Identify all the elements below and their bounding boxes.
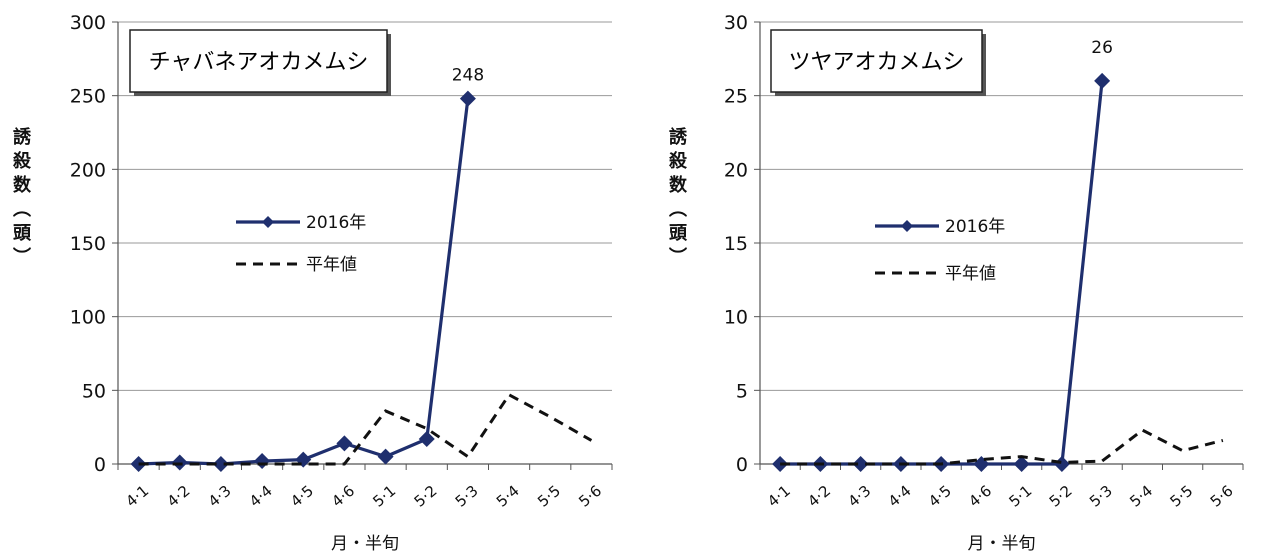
x-tick-label: 5·6 bbox=[575, 482, 605, 511]
x-tick-label: 5·5 bbox=[1166, 482, 1196, 511]
x-tick-label: 4·2 bbox=[804, 482, 834, 511]
y-axis-label: 誘殺数︵頭︶ bbox=[12, 126, 32, 268]
y-tick-label: 200 bbox=[70, 159, 106, 181]
y-tick-label: 10 bbox=[724, 307, 748, 329]
data-point bbox=[212, 456, 229, 472]
x-tick-label: 4·6 bbox=[965, 482, 995, 511]
title-box bbox=[770, 29, 983, 93]
x-tick-label: 5·5 bbox=[534, 482, 564, 511]
series-line-2 bbox=[138, 392, 593, 466]
x-tick-label: 5·3 bbox=[452, 482, 482, 511]
chart-title: チャバネアオカメムシ bbox=[149, 50, 369, 75]
chart-title: ツヤアオカメムシ bbox=[788, 50, 964, 75]
chart-2: 0 5 10 15 20 25 30 4·1 4·2 4·3 4·4 4·5 4·6 5·1 5·2 5·3 5… bbox=[668, 12, 1244, 554]
y-tick-label: 50 bbox=[82, 380, 106, 402]
data-label: 248 bbox=[452, 66, 484, 86]
x-tick-label: 4·1 bbox=[122, 482, 152, 511]
data-label: 26 bbox=[1091, 38, 1113, 58]
x-tick-label: 5·1 bbox=[1005, 482, 1035, 511]
y-axis-label: 誘殺数︵頭︶ bbox=[668, 126, 688, 268]
y-tick-label: 100 bbox=[70, 307, 106, 329]
legend-label-1: 2016年 bbox=[945, 217, 1005, 237]
data-point bbox=[459, 90, 476, 107]
data-point bbox=[336, 435, 353, 452]
chart-1: 0 50 100 150 200 250 300 4·1 4·2 4·3 4·4 4·5 4·6 5·1 5… bbox=[12, 12, 613, 554]
legend-label-2: 平年値 bbox=[945, 264, 996, 284]
data-point bbox=[418, 430, 435, 447]
series-line-1 bbox=[780, 80, 1104, 466]
x-tick-label: 4·2 bbox=[164, 482, 194, 511]
x-tick-label: 4·3 bbox=[205, 482, 235, 511]
x-tick-label: 5·2 bbox=[411, 482, 441, 511]
x-tick-label: 5·2 bbox=[1046, 482, 1076, 511]
x-axis-label: 月・半旬 bbox=[331, 534, 399, 554]
x-axis-label: 月・半旬 bbox=[968, 534, 1036, 554]
y-tick-label: 20 bbox=[724, 159, 748, 181]
x-tick-label: 4·4 bbox=[246, 482, 276, 511]
x-tick-label: 5·4 bbox=[1126, 482, 1156, 511]
title-box bbox=[129, 29, 388, 93]
y-tick-label: 5 bbox=[736, 380, 748, 402]
data-point bbox=[1053, 456, 1070, 472]
data-point bbox=[852, 456, 869, 472]
y-tick-label: 25 bbox=[724, 86, 748, 108]
y-tick-label: 0 bbox=[94, 454, 106, 476]
y-tick-label: 300 bbox=[70, 12, 106, 34]
x-tick-label: 4·4 bbox=[885, 482, 915, 511]
data-point bbox=[1094, 72, 1111, 89]
legend-label-1: 2016年 bbox=[306, 213, 366, 233]
series-line-2 bbox=[780, 428, 1224, 466]
data-point bbox=[254, 453, 271, 470]
x-tick-label: 5·6 bbox=[1207, 482, 1237, 511]
y-tick-label: 30 bbox=[724, 12, 748, 34]
data-point bbox=[130, 456, 147, 472]
x-tick-label: 5·4 bbox=[493, 482, 523, 511]
x-tick-label: 4·5 bbox=[925, 482, 955, 511]
y-tick-label: 15 bbox=[724, 233, 748, 255]
y-tick-label: 0 bbox=[736, 454, 748, 476]
legend-marker-1 bbox=[901, 220, 913, 232]
x-tick-label: 4·3 bbox=[844, 482, 874, 511]
y-tick-label: 150 bbox=[70, 233, 106, 255]
x-tick-label: 5·1 bbox=[369, 482, 399, 511]
data-point bbox=[377, 448, 394, 465]
data-point bbox=[1013, 456, 1030, 472]
legend-marker-1 bbox=[262, 216, 274, 228]
series-line-1 bbox=[138, 98, 470, 466]
x-tick-label: 4·5 bbox=[287, 482, 317, 511]
y-tick-label: 250 bbox=[70, 86, 106, 108]
x-tick-label: 4·1 bbox=[764, 482, 794, 511]
x-tick-label: 5·3 bbox=[1086, 482, 1116, 511]
legend-label-2: 平年値 bbox=[306, 255, 357, 275]
x-tick-label: 4·6 bbox=[328, 482, 358, 511]
